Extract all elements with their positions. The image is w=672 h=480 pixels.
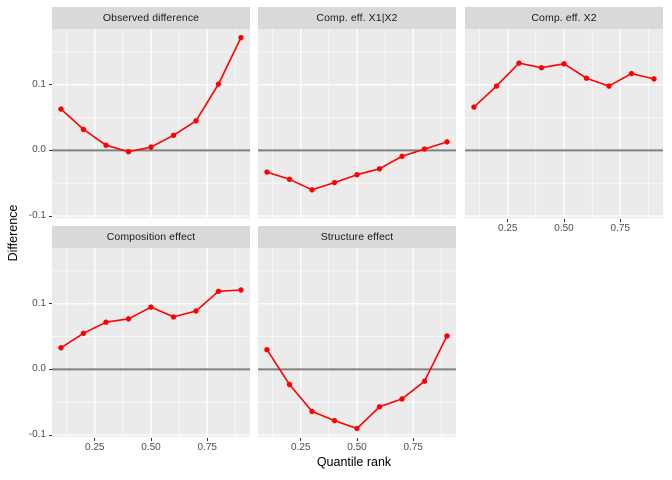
data-point (651, 76, 657, 82)
data-point (354, 425, 360, 432)
data-point (148, 144, 154, 150)
y-axis-tick-label: 0.0 (32, 144, 46, 156)
data-point (471, 104, 477, 110)
data-point (125, 149, 132, 155)
data-point (238, 34, 244, 41)
data-point (193, 308, 199, 314)
x-axis-tick-label: 0.50 (347, 442, 367, 453)
data-point (376, 404, 383, 410)
y-axis-tick-label: 0.1 (32, 297, 46, 309)
data-point (606, 83, 612, 89)
x-axis-tick-label: 0.25 (291, 442, 311, 453)
data-point (264, 347, 270, 353)
data-point (286, 381, 293, 388)
data-point (58, 106, 64, 112)
data-point (628, 70, 635, 77)
data-point (309, 408, 315, 415)
y-axis-tick-label: 0.0 (32, 363, 46, 375)
data-point (354, 171, 360, 178)
x-axis-title: Quantile rank (316, 455, 392, 469)
data-point (264, 169, 270, 175)
facet-strip-composition-effect: Composition effect (52, 226, 250, 248)
plot-area-comp-eff-x2 (465, 29, 663, 218)
data-point (538, 65, 545, 71)
data-point (103, 319, 109, 325)
data-point (238, 287, 244, 293)
x-axis-tick-label: 0.25 (498, 223, 518, 234)
y-axis-tick-label: 0.1 (32, 78, 46, 90)
data-point (331, 179, 338, 186)
data-point (80, 126, 87, 133)
data-point (561, 61, 567, 67)
facet-strip-comp-eff-x2: Comp. eff. X2 (465, 7, 663, 29)
panel-composition-effect: Composition effect (52, 226, 250, 437)
data-point (215, 81, 222, 87)
data-point (58, 345, 64, 351)
x-axis-tick-label: 0.75 (197, 442, 217, 453)
y-axis-tick-mark (49, 303, 52, 305)
facet-strip-structure-effect: Structure effect (258, 226, 456, 248)
x-axis-tick-mark (507, 219, 509, 222)
data-point (376, 166, 383, 172)
y-axis-tick-mark (49, 215, 52, 217)
data-point (193, 118, 199, 124)
y-axis-tick-mark (49, 368, 52, 370)
panel-structure-effect: Structure effect (258, 226, 456, 437)
x-axis-tick-mark (94, 438, 96, 441)
x-axis-tick-mark (412, 438, 414, 441)
x-axis-tick-mark (356, 438, 358, 441)
panel-comp-eff-x1-x2: Comp. eff. X1|X2 (258, 7, 456, 218)
plot-area-composition-effect (52, 248, 250, 437)
x-axis-tick-mark (206, 438, 208, 441)
data-point (421, 378, 428, 384)
data-point (331, 417, 338, 424)
data-point (80, 330, 87, 337)
y-axis-tick-label: -0.1 (28, 210, 46, 222)
data-point (215, 288, 222, 295)
data-point (103, 142, 109, 148)
data-point (170, 132, 177, 139)
panel-observed-difference: Observed difference (52, 7, 250, 218)
data-point (444, 139, 450, 145)
data-point (170, 314, 177, 320)
x-axis-tick-label: 0.50 (554, 223, 574, 234)
facet-strip-observed-difference: Observed difference (52, 7, 250, 29)
data-point (421, 146, 428, 152)
plot-area-observed-difference (52, 29, 250, 218)
data-point (399, 153, 405, 160)
panel-comp-eff-x2: Comp. eff. X2 (465, 7, 663, 218)
data-point (286, 176, 293, 182)
x-axis-tick-mark (563, 219, 565, 222)
y-axis-tick-label: -0.1 (28, 429, 46, 441)
data-point (516, 60, 522, 66)
data-point (148, 304, 154, 310)
x-axis-tick-mark (619, 219, 621, 222)
facet-strip-comp-eff-x1-x2: Comp. eff. X1|X2 (258, 7, 456, 29)
data-point (583, 75, 590, 81)
y-axis-tick-mark (49, 149, 52, 151)
data-point (444, 333, 450, 339)
x-axis-tick-mark (300, 438, 302, 441)
x-axis-tick-label: 0.50 (141, 442, 161, 453)
data-point (125, 316, 132, 322)
y-axis-tick-mark (49, 84, 52, 86)
x-axis-tick-mark (150, 438, 152, 441)
data-point (309, 187, 315, 193)
y-axis-tick-mark (49, 434, 52, 436)
data-point (493, 83, 500, 89)
x-axis-tick-label: 0.75 (610, 223, 630, 234)
x-axis-tick-label: 0.75 (403, 442, 423, 453)
x-axis-tick-label: 0.25 (85, 442, 105, 453)
plot-area-structure-effect (258, 248, 456, 437)
plot-area-comp-eff-x1-x2 (258, 29, 456, 218)
data-point (399, 396, 405, 402)
